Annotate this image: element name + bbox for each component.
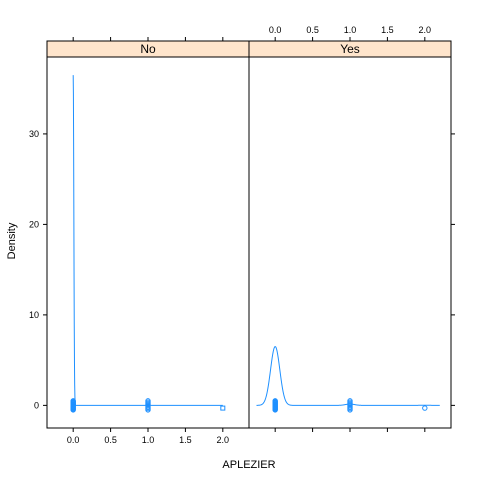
- x-tick-label-top: 2.0: [419, 25, 432, 35]
- y-tick-label: 20: [29, 219, 39, 229]
- data-point: [347, 398, 353, 404]
- panel-frame-yes: [248, 56, 452, 429]
- data-point: [272, 398, 278, 404]
- x-tick-label-bottom: 2.0: [217, 435, 230, 445]
- y-tick-label: 30: [29, 129, 39, 139]
- x-tick-label-bottom: 1.5: [179, 435, 192, 445]
- x-tick-label-top: 1.5: [381, 25, 394, 35]
- y-tick-label: 0: [34, 400, 39, 410]
- axes-layer: 0.0 0.0 0.5 0.5 1.0 1.0 1.5 1.5 2.0 2.0 0 10 20 30: [29, 25, 455, 445]
- x-tick-label-bottom: 0.5: [104, 435, 117, 445]
- panels-layer: No Yes: [46, 40, 452, 429]
- y-axis-title: Density: [6, 222, 18, 259]
- x-tick-label-top: 0.0: [269, 25, 282, 35]
- data-point: [145, 398, 151, 404]
- density-line-no: [72, 75, 223, 406]
- data-point: [422, 405, 428, 411]
- x-tick-label-top: 1.0: [344, 25, 357, 35]
- y-tick-label: 10: [29, 310, 39, 320]
- strip-label-no: No: [140, 42, 156, 56]
- x-tick-label-bottom: 0.0: [67, 435, 80, 445]
- x-axis-title: APLEZIER: [222, 459, 275, 471]
- data-point: [220, 405, 226, 411]
- x-tick-label-bottom: 1.0: [142, 435, 155, 445]
- data-point: [70, 398, 76, 404]
- density-line-yes: [256, 346, 440, 406]
- panel-frame-no: [46, 56, 250, 429]
- x-tick-label-top: 0.5: [306, 25, 319, 35]
- strip-label-yes: Yes: [340, 42, 360, 56]
